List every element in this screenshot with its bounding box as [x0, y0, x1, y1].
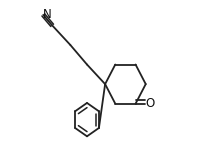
Text: O: O: [145, 97, 154, 110]
Text: N: N: [43, 8, 52, 21]
